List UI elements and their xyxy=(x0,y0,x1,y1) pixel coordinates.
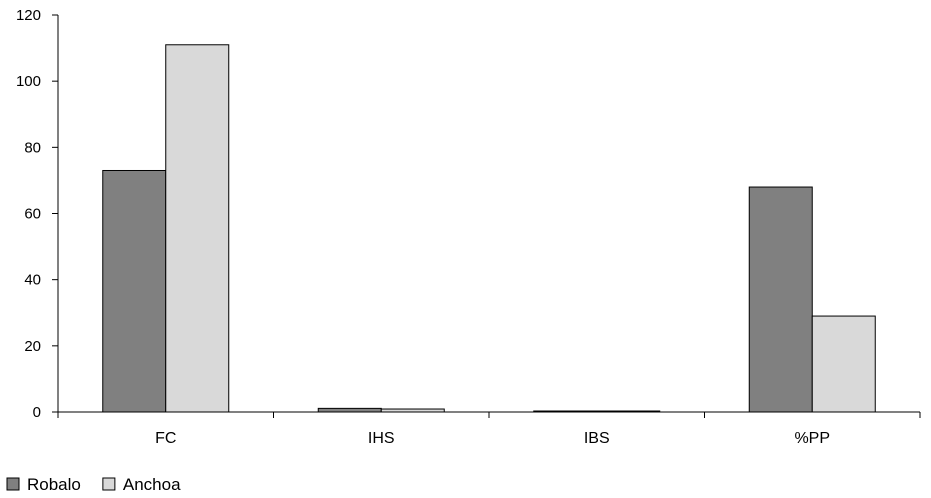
y-tick-label: 100 xyxy=(16,73,41,90)
legend-swatch-robalo xyxy=(6,477,20,491)
x-tick-label: IHS xyxy=(368,430,395,447)
x-tick-label: FC xyxy=(155,430,176,447)
y-tick-label: 60 xyxy=(24,206,41,223)
legend: Robalo Anchoa xyxy=(6,475,181,494)
bar-anchoa-pctpp xyxy=(811,315,876,413)
x-axis: FC IHS IBS %PP xyxy=(57,411,921,447)
x-tick-label: %PP xyxy=(794,430,830,447)
bar-anchoa-fc xyxy=(165,44,230,413)
bar-robalo-ibs xyxy=(533,410,598,413)
y-axis: 0 20 40 60 80 100 120 xyxy=(16,7,59,421)
bar-robalo-ihs xyxy=(317,407,382,413)
x-tick-label: IBS xyxy=(584,430,610,447)
bars xyxy=(102,44,876,413)
y-tick-label: 40 xyxy=(24,272,41,289)
y-tick-label: 120 xyxy=(16,7,41,24)
legend-swatch-anchoa xyxy=(102,477,116,491)
y-tick-label: 20 xyxy=(24,338,41,355)
y-tick-label: 80 xyxy=(24,139,41,156)
bar-robalo-fc xyxy=(102,169,167,413)
legend-label-robalo: Robalo xyxy=(27,475,81,494)
bar-anchoa-ihs xyxy=(380,408,445,413)
bar-anchoa-ibs xyxy=(596,410,661,413)
y-tick-label: 0 xyxy=(33,404,41,421)
bar-robalo-pctpp xyxy=(748,186,813,413)
legend-label-anchoa: Anchoa xyxy=(123,475,181,494)
